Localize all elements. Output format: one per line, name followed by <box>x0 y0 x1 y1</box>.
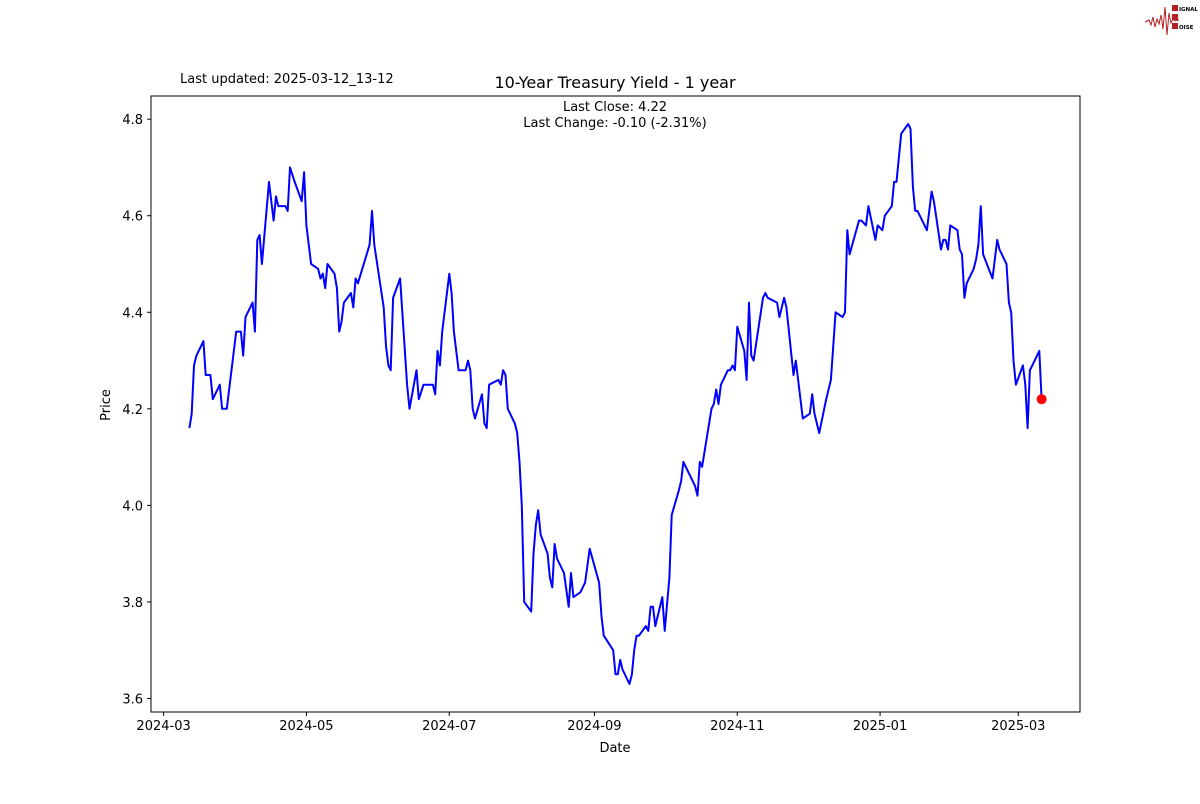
y-tick-label: 4.0 <box>122 499 143 514</box>
y-tick-label: 4.8 <box>122 113 143 128</box>
y-tick-label: 3.8 <box>122 596 143 611</box>
y-tick-label: 3.6 <box>122 692 143 707</box>
svg-text:OISE: OISE <box>1179 25 1194 31</box>
y-axis: 3.6 3.8 4.0 4.2 4.4 4.6 4.8 <box>122 113 151 707</box>
last-close-marker <box>1036 394 1047 405</box>
x-tick-label: 2024-03 <box>136 719 190 734</box>
svg-text:IGNAL: IGNAL <box>1179 7 1198 13</box>
last-updated-label: Last updated: 2025-03-12_13-12 <box>180 72 394 87</box>
chart-title: 10-Year Treasury Yield - 1 year <box>494 73 736 92</box>
x-axis-label: Date <box>599 741 630 756</box>
x-axis: 2024-03 2024-05 2024-07 2024-09 2024-11 2025-… <box>136 712 1045 734</box>
y-axis-label: Price <box>99 389 114 421</box>
x-tick-label: 2025-01 <box>853 719 907 734</box>
x-tick-label: 2024-07 <box>422 719 476 734</box>
yield-line <box>188 123 1043 685</box>
y-tick-label: 4.2 <box>122 403 143 418</box>
y-tick-label: 4.6 <box>122 210 143 225</box>
last-change-annotation: Last Change: -0.10 (-2.31%) <box>523 116 706 131</box>
x-tick-label: 2024-09 <box>567 719 621 734</box>
y-tick-label: 4.4 <box>122 306 143 321</box>
last-close-annotation: Last Close: 4.22 <box>563 100 667 115</box>
x-tick-label: 2025-03 <box>991 719 1045 734</box>
plot-area <box>150 95 1081 713</box>
x-tick-label: 2024-05 <box>279 719 333 734</box>
signal-2-noise-logo: IGNAL OISE <box>1144 5 1198 36</box>
x-tick-label: 2024-11 <box>710 719 764 734</box>
